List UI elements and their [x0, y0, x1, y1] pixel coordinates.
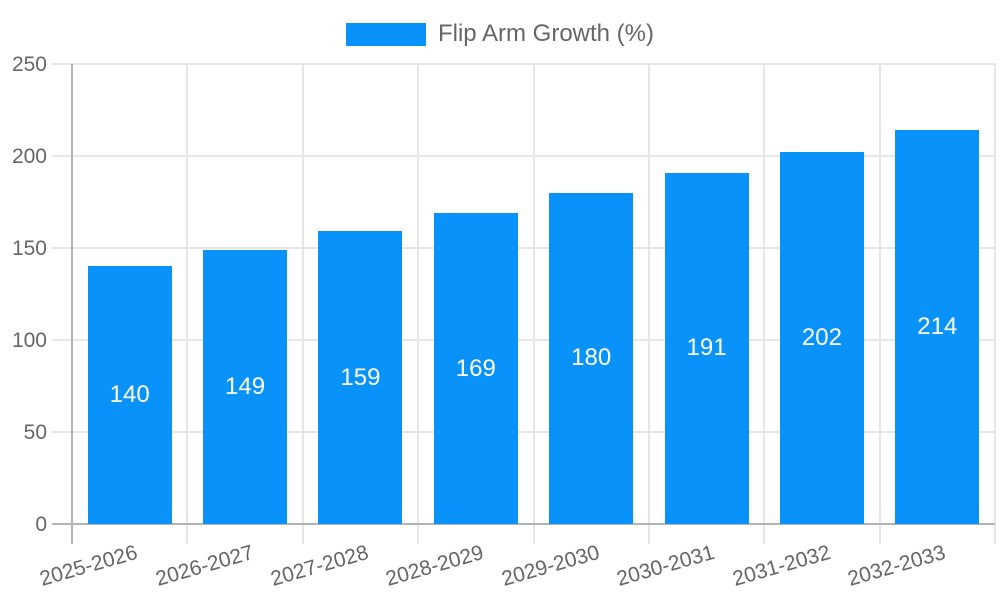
- bar-value-label: 180: [571, 344, 612, 372]
- bar-value-label: 214: [917, 313, 958, 341]
- y-gridline: [52, 155, 995, 157]
- y-axis-line: [71, 64, 73, 544]
- y-tick-label: 100: [11, 329, 47, 352]
- x-gridline: [878, 64, 881, 544]
- legend-marker-swatch: [345, 22, 426, 46]
- legend[interactable]: Flip Arm Growth (%): [0, 20, 1000, 48]
- x-tick-label: 2025-2026: [37, 540, 141, 591]
- x-tick-label: 2032-2033: [845, 540, 948, 591]
- bar-value-label: 159: [340, 363, 381, 391]
- legend-label: Flip Arm Growth (%): [437, 20, 655, 47]
- y-gridline: [52, 339, 995, 341]
- bar[interactable]: [664, 172, 749, 524]
- x-tick-label: 2031-2032: [729, 540, 833, 591]
- y-gridline: [52, 431, 995, 433]
- x-gridline: [763, 64, 766, 544]
- x-tick-label: 2027-2028: [268, 540, 372, 591]
- x-tick-label: 2028-2029: [383, 540, 487, 591]
- y-gridline: [52, 247, 995, 249]
- bar[interactable]: [318, 231, 403, 524]
- bar[interactable]: [895, 130, 980, 524]
- bar[interactable]: [549, 192, 634, 524]
- x-tick-label: 2026-2027: [152, 540, 256, 591]
- y-tick-label: 150: [11, 237, 47, 260]
- bar[interactable]: [87, 266, 172, 524]
- x-gridline: [532, 64, 535, 544]
- x-tick-label: 2029-2030: [498, 540, 602, 591]
- bar[interactable]: [433, 213, 518, 524]
- x-gridline: [417, 64, 420, 544]
- bar-value-label: 169: [455, 354, 496, 382]
- y-tick-label: 0: [35, 513, 47, 536]
- x-gridline: [994, 64, 996, 544]
- x-tick-label: 2030-2031: [614, 540, 718, 591]
- bar[interactable]: [779, 152, 864, 524]
- x-gridline: [647, 64, 650, 544]
- bar-value-label: 191: [686, 334, 727, 362]
- bar-value-label: 140: [109, 381, 150, 409]
- y-tick-label: 200: [11, 145, 47, 168]
- y-tick-label: 50: [23, 421, 47, 444]
- y-gridline: [52, 63, 995, 65]
- y-tick-label: 250: [11, 53, 47, 76]
- bar-value-label: 202: [801, 324, 842, 352]
- bar-value-label: 149: [225, 372, 266, 400]
- x-gridline: [186, 64, 189, 544]
- bar[interactable]: [203, 249, 288, 524]
- x-gridline: [301, 64, 304, 544]
- x-axis-line: [52, 523, 995, 525]
